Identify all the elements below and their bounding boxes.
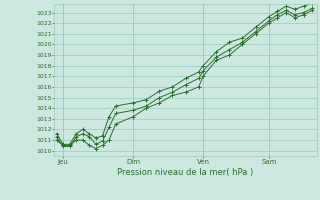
X-axis label: Pression niveau de la mer( hPa ): Pression niveau de la mer( hPa ) (117, 168, 254, 177)
